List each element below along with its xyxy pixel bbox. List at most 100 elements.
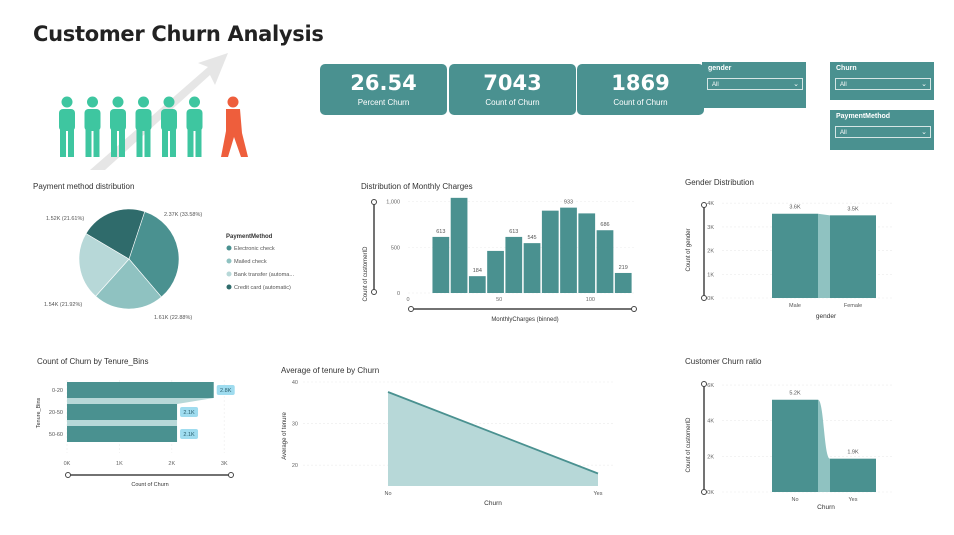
histogram-bar xyxy=(578,213,596,293)
kpi-card-percent-churn: 26.54 Percent Churn xyxy=(320,64,447,115)
gender-slicer: gender All ⌄ xyxy=(702,62,806,108)
person-body xyxy=(84,109,101,131)
payment-dropdown[interactable]: All ⌄ xyxy=(835,126,931,138)
pie-slice xyxy=(128,211,180,298)
gender-dropdown[interactable]: All ⌄ xyxy=(707,78,803,90)
legend-item: Mailed check xyxy=(234,259,267,265)
dropdown-value: All xyxy=(712,82,719,88)
churn-dropdown[interactable]: All ⌄ xyxy=(835,78,931,90)
data-label: 933 xyxy=(564,200,573,206)
data-label: 2.1K xyxy=(183,432,195,438)
zoom-handle xyxy=(228,472,234,478)
zoom-handle xyxy=(65,472,71,478)
data-label: 686 xyxy=(600,222,609,228)
kpi-label: Percent Churn xyxy=(357,98,410,107)
ribbon xyxy=(818,399,830,492)
histogram-bar xyxy=(432,236,450,293)
histogram-bar xyxy=(468,276,486,293)
y-tick-label: 2K xyxy=(707,249,714,255)
y-axis-title: Count of gender xyxy=(686,228,692,271)
person-head xyxy=(227,96,239,108)
payment-slicer: PaymentMethod All ⌄ xyxy=(830,110,934,150)
person-leg xyxy=(119,129,125,157)
person-leg xyxy=(60,129,66,157)
y-tick-label: 20-50 xyxy=(49,410,63,416)
data-label: 219 xyxy=(619,265,628,271)
data-label: 613 xyxy=(436,229,445,235)
kpi-value: 26.54 xyxy=(350,71,417,95)
chevron-down-icon: ⌄ xyxy=(921,81,927,88)
pie-slice xyxy=(78,233,130,297)
kpi-label: Count of Churn xyxy=(485,98,540,107)
histogram-bar xyxy=(596,230,614,293)
data-label: 5.2K xyxy=(789,391,801,397)
chevron-down-icon: ⌄ xyxy=(793,81,799,88)
ribbon xyxy=(67,420,178,426)
y-tick-label: 50-60 xyxy=(49,432,63,438)
y-axis-title: Tenure_Bins xyxy=(36,397,42,428)
y-axis-title: Count of customerID xyxy=(686,417,692,473)
histogram-bar xyxy=(450,197,468,293)
slicer-title: gender xyxy=(708,65,732,72)
chart-title: Gender Distribution xyxy=(685,178,754,187)
legend-title: PaymentMethod xyxy=(226,234,273,240)
person-leg xyxy=(111,129,117,157)
person-head xyxy=(163,96,175,108)
data-label-badge xyxy=(180,429,199,439)
x-tick-label: 0 xyxy=(406,297,409,303)
person-leg xyxy=(162,129,168,157)
kpi-label: Count of Churn xyxy=(613,98,668,107)
bar xyxy=(772,399,818,492)
x-tick-label: 50 xyxy=(496,297,502,303)
pie-label: 1.54K (21.92%) xyxy=(44,302,82,308)
y-axis-title: Average of tenure xyxy=(282,412,288,460)
legend-marker xyxy=(226,258,232,264)
person-head xyxy=(112,96,124,108)
x-tick-label: 2K xyxy=(168,461,175,467)
person-leg xyxy=(195,129,202,157)
data-label-badge xyxy=(216,385,235,395)
data-label: 3.5K xyxy=(847,206,859,212)
kpi-value: 1869 xyxy=(611,71,670,95)
y-tick-label: 20 xyxy=(292,463,298,469)
legend-marker xyxy=(226,245,232,251)
x-axis-title: Count of Churn xyxy=(131,482,168,488)
legend-marker xyxy=(226,271,232,277)
person-body xyxy=(161,109,177,131)
legend-item: Electronic check xyxy=(234,246,275,252)
bar xyxy=(830,458,876,492)
chart-title: Average of tenure by Churn xyxy=(281,366,380,375)
page-title: Customer Churn Analysis xyxy=(33,22,324,46)
legend-marker xyxy=(226,284,232,290)
zoom-handle xyxy=(371,289,377,295)
x-axis-title: gender xyxy=(816,313,837,320)
pie-label: 1.52K (21.61%) xyxy=(46,216,84,222)
person-body xyxy=(186,109,203,131)
zoom-handle xyxy=(701,295,707,301)
tenure-bins-chart: 0K 1K 2K 3K 2.8K 0-20 2.1K 20-50 2.1K 50-60 Tenur… xyxy=(36,380,235,488)
y-tick-label: 0 xyxy=(397,291,400,297)
y-tick-label: 1,000 xyxy=(386,200,400,206)
x-tick-label: 0K xyxy=(64,461,71,467)
x-tick-label: 1K xyxy=(116,461,123,467)
slicer-title: PaymentMethod xyxy=(836,113,891,120)
data-label: 613 xyxy=(509,229,518,235)
histogram-bar xyxy=(614,272,632,293)
payment-pie-chart: 2.37K (33.58%) 1.61K (22.88%) 1.54K (21.… xyxy=(44,208,294,321)
chart-title: Customer Churn ratio xyxy=(685,357,762,366)
slicer-title: Churn xyxy=(836,65,857,72)
x-tick-label: 100 xyxy=(586,297,595,303)
pie-label: 2.37K (33.58%) xyxy=(164,212,202,218)
x-tick-label: Male xyxy=(789,303,801,309)
y-tick-label: 0K xyxy=(707,490,714,496)
chart-title: Distribution of Monthly Charges xyxy=(361,182,473,191)
area-line xyxy=(387,391,599,475)
avg-tenure-chart: 20 30 40 No Yes Average of tenure Churn xyxy=(282,380,613,507)
bar xyxy=(772,213,818,298)
person-body xyxy=(59,109,75,131)
x-axis-title: MonthlyCharges (binned) xyxy=(491,317,558,323)
histogram-bar xyxy=(541,210,559,293)
person-leg xyxy=(144,129,151,157)
y-tick-label: 0-20 xyxy=(52,388,63,394)
chart-title: Count of Churn by Tenure_Bins xyxy=(37,357,149,366)
